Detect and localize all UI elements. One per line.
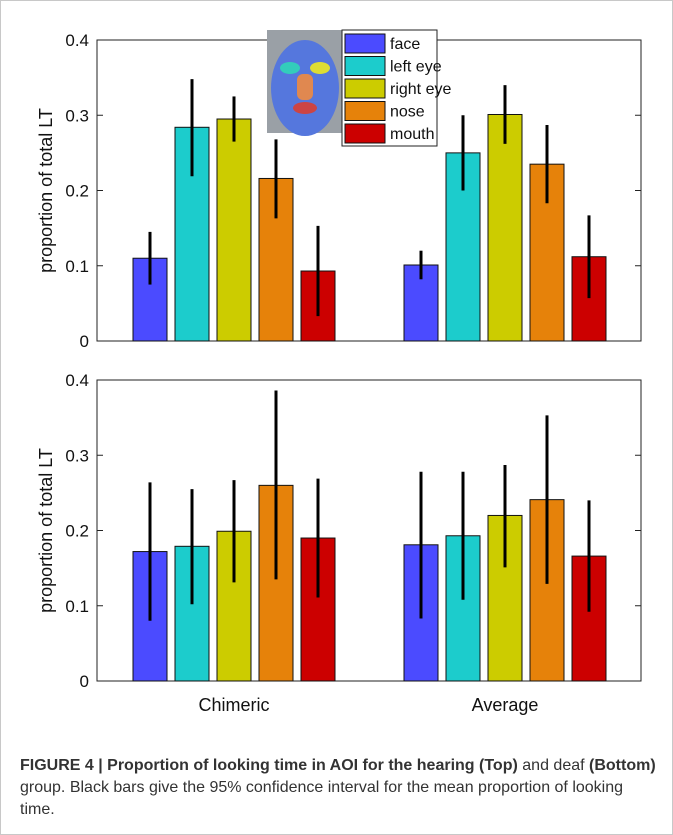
legend-swatch — [344, 123, 386, 144]
y-tick-label: 0.3 — [65, 446, 89, 465]
y-tick-label: 0.2 — [65, 182, 89, 201]
legend-entry: left eye — [390, 59, 442, 76]
face-map-icon — [267, 30, 342, 136]
y-tick-label: 0.4 — [65, 31, 89, 50]
x-tick-label: Average — [472, 695, 539, 715]
caption-deaf: deaf — [553, 757, 585, 774]
y-tick-label: 0.1 — [65, 257, 89, 276]
caption-and: and — [522, 757, 549, 774]
bar-chart-figure: 0 0.1 0.2 0.3 0.4 proportion of total LT 0 0.1… — [36, 29, 642, 715]
left-eye-region — [280, 62, 300, 74]
y-axis-label: proportion of total LT — [36, 448, 56, 613]
bar-right-eye — [487, 113, 523, 342]
legend-entry: mouth — [390, 126, 434, 143]
legend-entry: face — [390, 36, 420, 53]
y-axis-label: proportion of total LT — [36, 108, 56, 273]
mouth-region — [293, 102, 317, 114]
legend: face left eye right eye nose mouth — [267, 29, 451, 147]
caption-label: FIGURE 4 | Proportion of looking time in… — [20, 757, 475, 774]
figure-caption: FIGURE 4 | Proportion of looking time in… — [20, 755, 660, 821]
right-eye-region — [310, 62, 330, 74]
y-tick-label: 0.1 — [65, 597, 89, 616]
legend-swatch — [344, 101, 386, 121]
chart-panel-bottom: 0 0.1 0.2 0.3 0.4 proportion of total LT — [36, 371, 642, 691]
caption-bottom: (Bottom) — [589, 757, 656, 774]
legend-entry: right eye — [390, 81, 451, 98]
legend-swatch — [344, 56, 386, 76]
caption-top: (Top) — [479, 757, 518, 774]
legend-swatch — [344, 78, 386, 99]
y-tick-label: 0.2 — [65, 522, 89, 541]
y-tick-label: 0.4 — [65, 371, 89, 390]
bar-face — [132, 257, 168, 342]
y-tick-label: 0 — [80, 332, 89, 351]
y-tick-label: 0 — [80, 672, 89, 691]
bar-right-eye — [216, 118, 252, 342]
legend-entry: nose — [390, 104, 425, 121]
x-category-labels: Chimeric Average — [198, 695, 538, 715]
y-tick-label: 0.3 — [65, 106, 89, 125]
bar-left-eye — [445, 152, 481, 342]
legend-swatch — [344, 33, 386, 54]
nose-region — [297, 74, 313, 100]
chart-panel-top: 0 0.1 0.2 0.3 0.4 proportion of total LT — [36, 31, 642, 351]
bar-mouth — [571, 256, 607, 342]
x-tick-label: Chimeric — [198, 695, 269, 715]
caption-rest: group. Black bars give the 95% confidenc… — [20, 779, 624, 818]
